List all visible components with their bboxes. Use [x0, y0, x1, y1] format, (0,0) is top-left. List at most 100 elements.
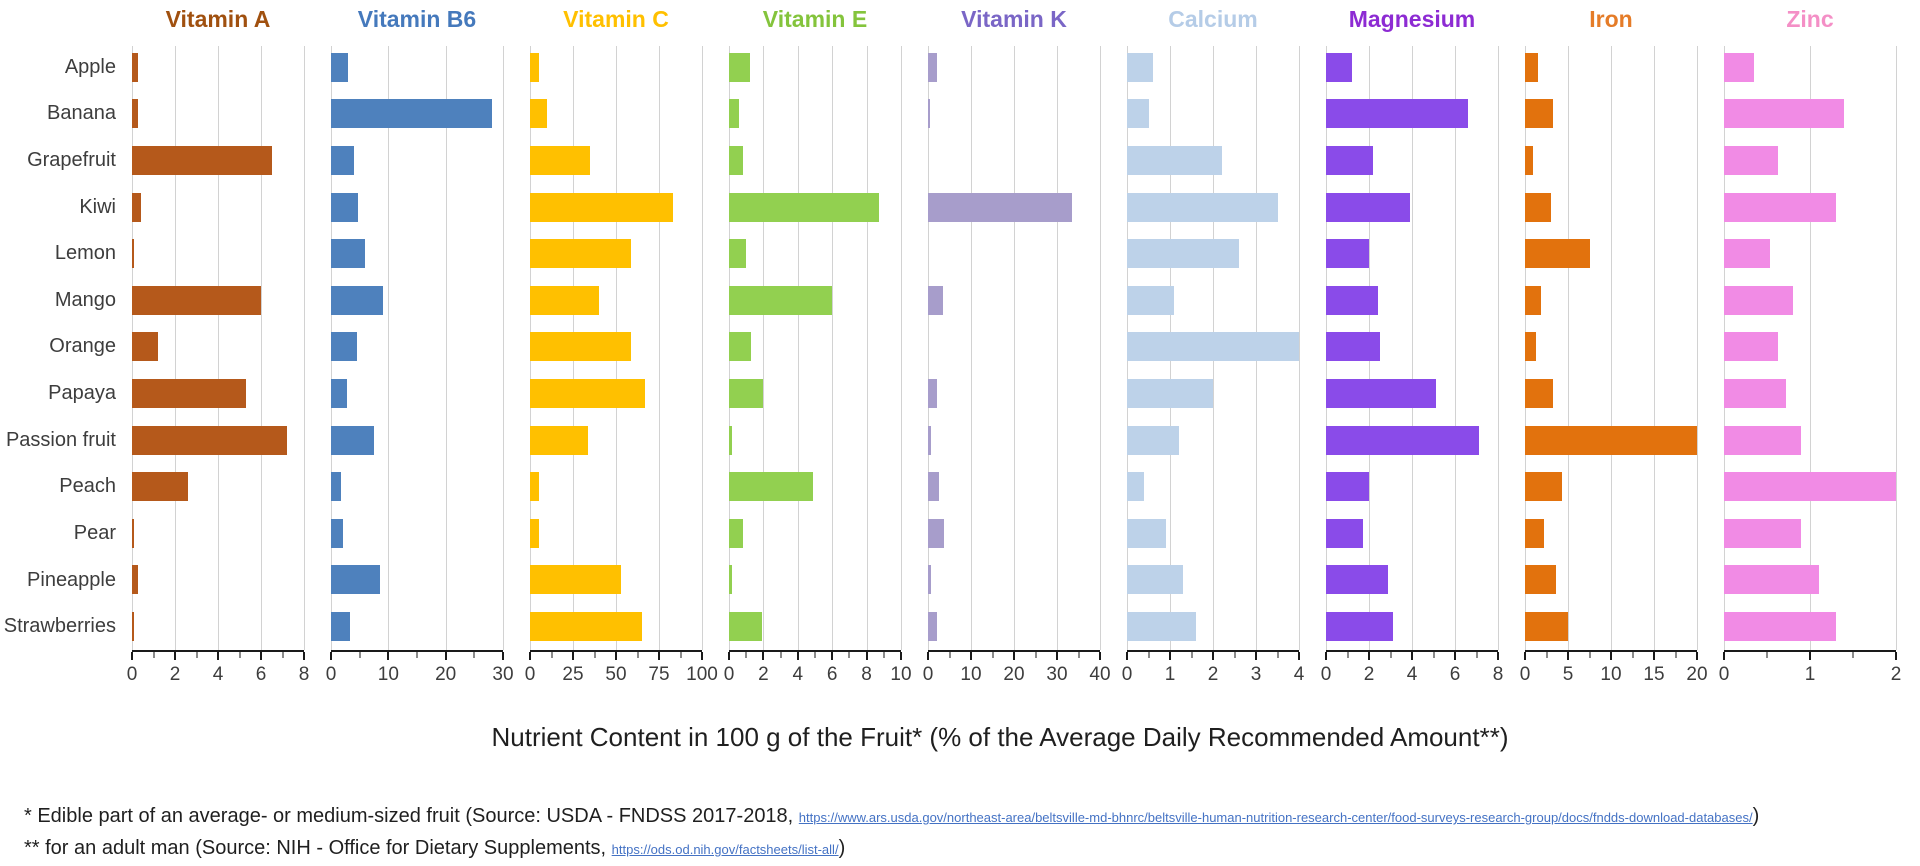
bar-row-mango-magnesium	[1326, 277, 1498, 324]
grid-line-vitamin-b6-20	[445, 46, 447, 650]
x-axis-vitamin-a: 0 2 4 6 8	[127, 650, 309, 696]
bar-orange-calcium	[1127, 332, 1299, 362]
grid-line-zinc-2	[1896, 46, 1897, 650]
bar-row-lemon-vitamin-k	[928, 230, 1100, 277]
bar-pear-vitamin-e	[729, 518, 743, 548]
grid-line-vitamin-k-40	[1100, 46, 1101, 650]
bar-row-pineapple-vitamin-c	[530, 557, 702, 604]
bar-pear-magnesium	[1326, 518, 1363, 548]
header-spacer	[0, 6, 132, 44]
bar-peach-vitamin-e	[729, 472, 814, 502]
bar-papaya-vitamin-k	[928, 378, 938, 408]
bar-apple-vitamin-e	[729, 52, 750, 82]
bar-row-mango-vitamin-b6	[331, 277, 503, 324]
tick-vitamin-a-6	[260, 652, 262, 660]
bar-grapefruit-iron	[1525, 145, 1533, 175]
bar-row-orange-vitamin-b6	[331, 324, 503, 371]
bar-row-grapefruit-magnesium	[1326, 137, 1498, 184]
fruit-row-lemon: Lemon	[0, 230, 132, 277]
fruit-label-pear: Pear	[73, 521, 116, 544]
fruit-label-pineapple: Pineapple	[27, 568, 116, 591]
grid-line-vitamin-e-2	[763, 46, 765, 650]
fruit-rows: Apple Banana Grapefruit Kiwi Lemon Mango Orang…	[0, 44, 132, 650]
bar-kiwi-vitamin-a	[132, 192, 141, 222]
bar-apple-vitamin-b6	[331, 52, 349, 82]
minor-tick-magnesium-5	[1433, 652, 1434, 658]
bar-passion-fruit-vitamin-c	[530, 425, 589, 455]
tick-magnesium-0	[1325, 652, 1327, 660]
bar-row-strawberries-zinc	[1724, 603, 1896, 650]
bar-row-grapefruit-vitamin-a	[132, 137, 304, 184]
bar-kiwi-vitamin-c	[530, 192, 673, 222]
bar-pear-vitamin-k	[928, 518, 944, 548]
bar-row-lemon-calcium	[1127, 230, 1299, 277]
bar-row-papaya-vitamin-c	[530, 370, 702, 417]
bar-pineapple-vitamin-k	[928, 565, 931, 595]
bar-papaya-calcium	[1127, 378, 1213, 408]
grid-line-vitamin-e-10	[901, 46, 902, 650]
tick-magnesium-6	[1454, 652, 1456, 660]
bar-row-lemon-vitamin-a	[132, 230, 304, 277]
grid-line-vitamin-k-0	[928, 46, 929, 650]
bar-row-apple-vitamin-c	[530, 44, 702, 91]
bar-orange-vitamin-c	[530, 332, 632, 362]
bar-kiwi-vitamin-k	[928, 192, 1073, 222]
bar-row-peach-vitamin-e	[729, 463, 901, 510]
panel-title-iron: Iron	[1589, 6, 1633, 32]
bar-kiwi-iron	[1525, 192, 1551, 222]
bar-mango-iron	[1525, 285, 1542, 315]
bar-peach-vitamin-k	[928, 472, 940, 502]
bar-row-strawberries-calcium	[1127, 603, 1299, 650]
bar-peach-calcium	[1127, 472, 1145, 502]
bar-apple-vitamin-c	[530, 52, 539, 82]
bar-row-strawberries-magnesium	[1326, 603, 1498, 650]
bar-peach-iron	[1525, 472, 1562, 502]
bar-row-banana-zinc	[1724, 91, 1896, 138]
minor-tick-vitamin-b6-5	[359, 652, 361, 658]
bar-lemon-vitamin-c	[530, 239, 632, 269]
fruit-row-passion-fruit: Passion fruit	[0, 417, 132, 464]
bar-orange-vitamin-b6	[331, 332, 358, 362]
bar-orange-zinc	[1724, 332, 1779, 362]
plot-area-vitamin-e	[729, 44, 902, 650]
x-axis-vitamin-e: 0 2 4 6 8 10	[724, 650, 912, 696]
bar-grapefruit-vitamin-c	[530, 145, 591, 175]
fruit-row-mango: Mango	[0, 277, 132, 324]
footnote-2-link[interactable]: https://ods.od.nih.gov/factsheets/list-a…	[611, 842, 839, 857]
bar-kiwi-magnesium	[1326, 192, 1410, 222]
panel-iron: Iron 0 5 10 15 20	[1520, 6, 1708, 696]
footnote-1-link[interactable]: https://www.ars.usda.gov/northeast-area/…	[798, 810, 1753, 825]
bar-row-lemon-iron	[1525, 230, 1697, 277]
bar-row-pineapple-iron	[1525, 557, 1697, 604]
grid-line-calcium-4	[1299, 46, 1300, 650]
footnote-2-text: ** for an adult man (Source: NIH - Offic…	[24, 837, 612, 859]
plot-area-vitamin-b6	[331, 44, 504, 650]
tick-label-magnesium-6: 6	[1449, 664, 1461, 685]
grid-line-magnesium-8	[1498, 46, 1499, 650]
grid-line-vitamin-k-20	[1014, 46, 1015, 650]
tick-label-vitamin-a-2: 2	[169, 664, 181, 685]
tick-iron-5	[1567, 652, 1569, 660]
bar-row-orange-vitamin-c	[530, 324, 702, 371]
bar-row-papaya-vitamin-a	[132, 370, 304, 417]
plot-area-zinc	[1724, 44, 1897, 650]
grid-line-vitamin-b6-30	[503, 46, 504, 650]
bar-row-pear-zinc	[1724, 510, 1896, 557]
bar-row-mango-vitamin-k	[928, 277, 1100, 324]
fruit-label-passion-fruit: Passion fruit	[5, 428, 116, 451]
fruit-label-papaya: Papaya	[48, 382, 116, 405]
tick-label-calcium-3: 3	[1250, 664, 1262, 685]
bar-row-kiwi-vitamin-e	[729, 184, 901, 231]
bar-row-mango-vitamin-a	[132, 277, 304, 324]
tick-label-vitamin-b6-0: 0	[325, 664, 337, 685]
minor-tick-vitamin-a-1	[153, 652, 154, 658]
tick-vitamin-k-30	[1056, 652, 1058, 660]
tick-iron-0	[1524, 652, 1526, 660]
chart-grid-area: Apple Banana Grapefruit Kiwi Lemon Mango Orang…	[0, 6, 1920, 696]
bar-row-grapefruit-vitamin-e	[729, 137, 901, 184]
bar-mango-vitamin-c	[530, 285, 599, 315]
bar-strawberries-vitamin-c	[530, 611, 642, 641]
plot-area-vitamin-k	[928, 44, 1101, 650]
grid-line-vitamin-c-100	[702, 46, 703, 650]
bar-row-peach-vitamin-b6	[331, 463, 503, 510]
